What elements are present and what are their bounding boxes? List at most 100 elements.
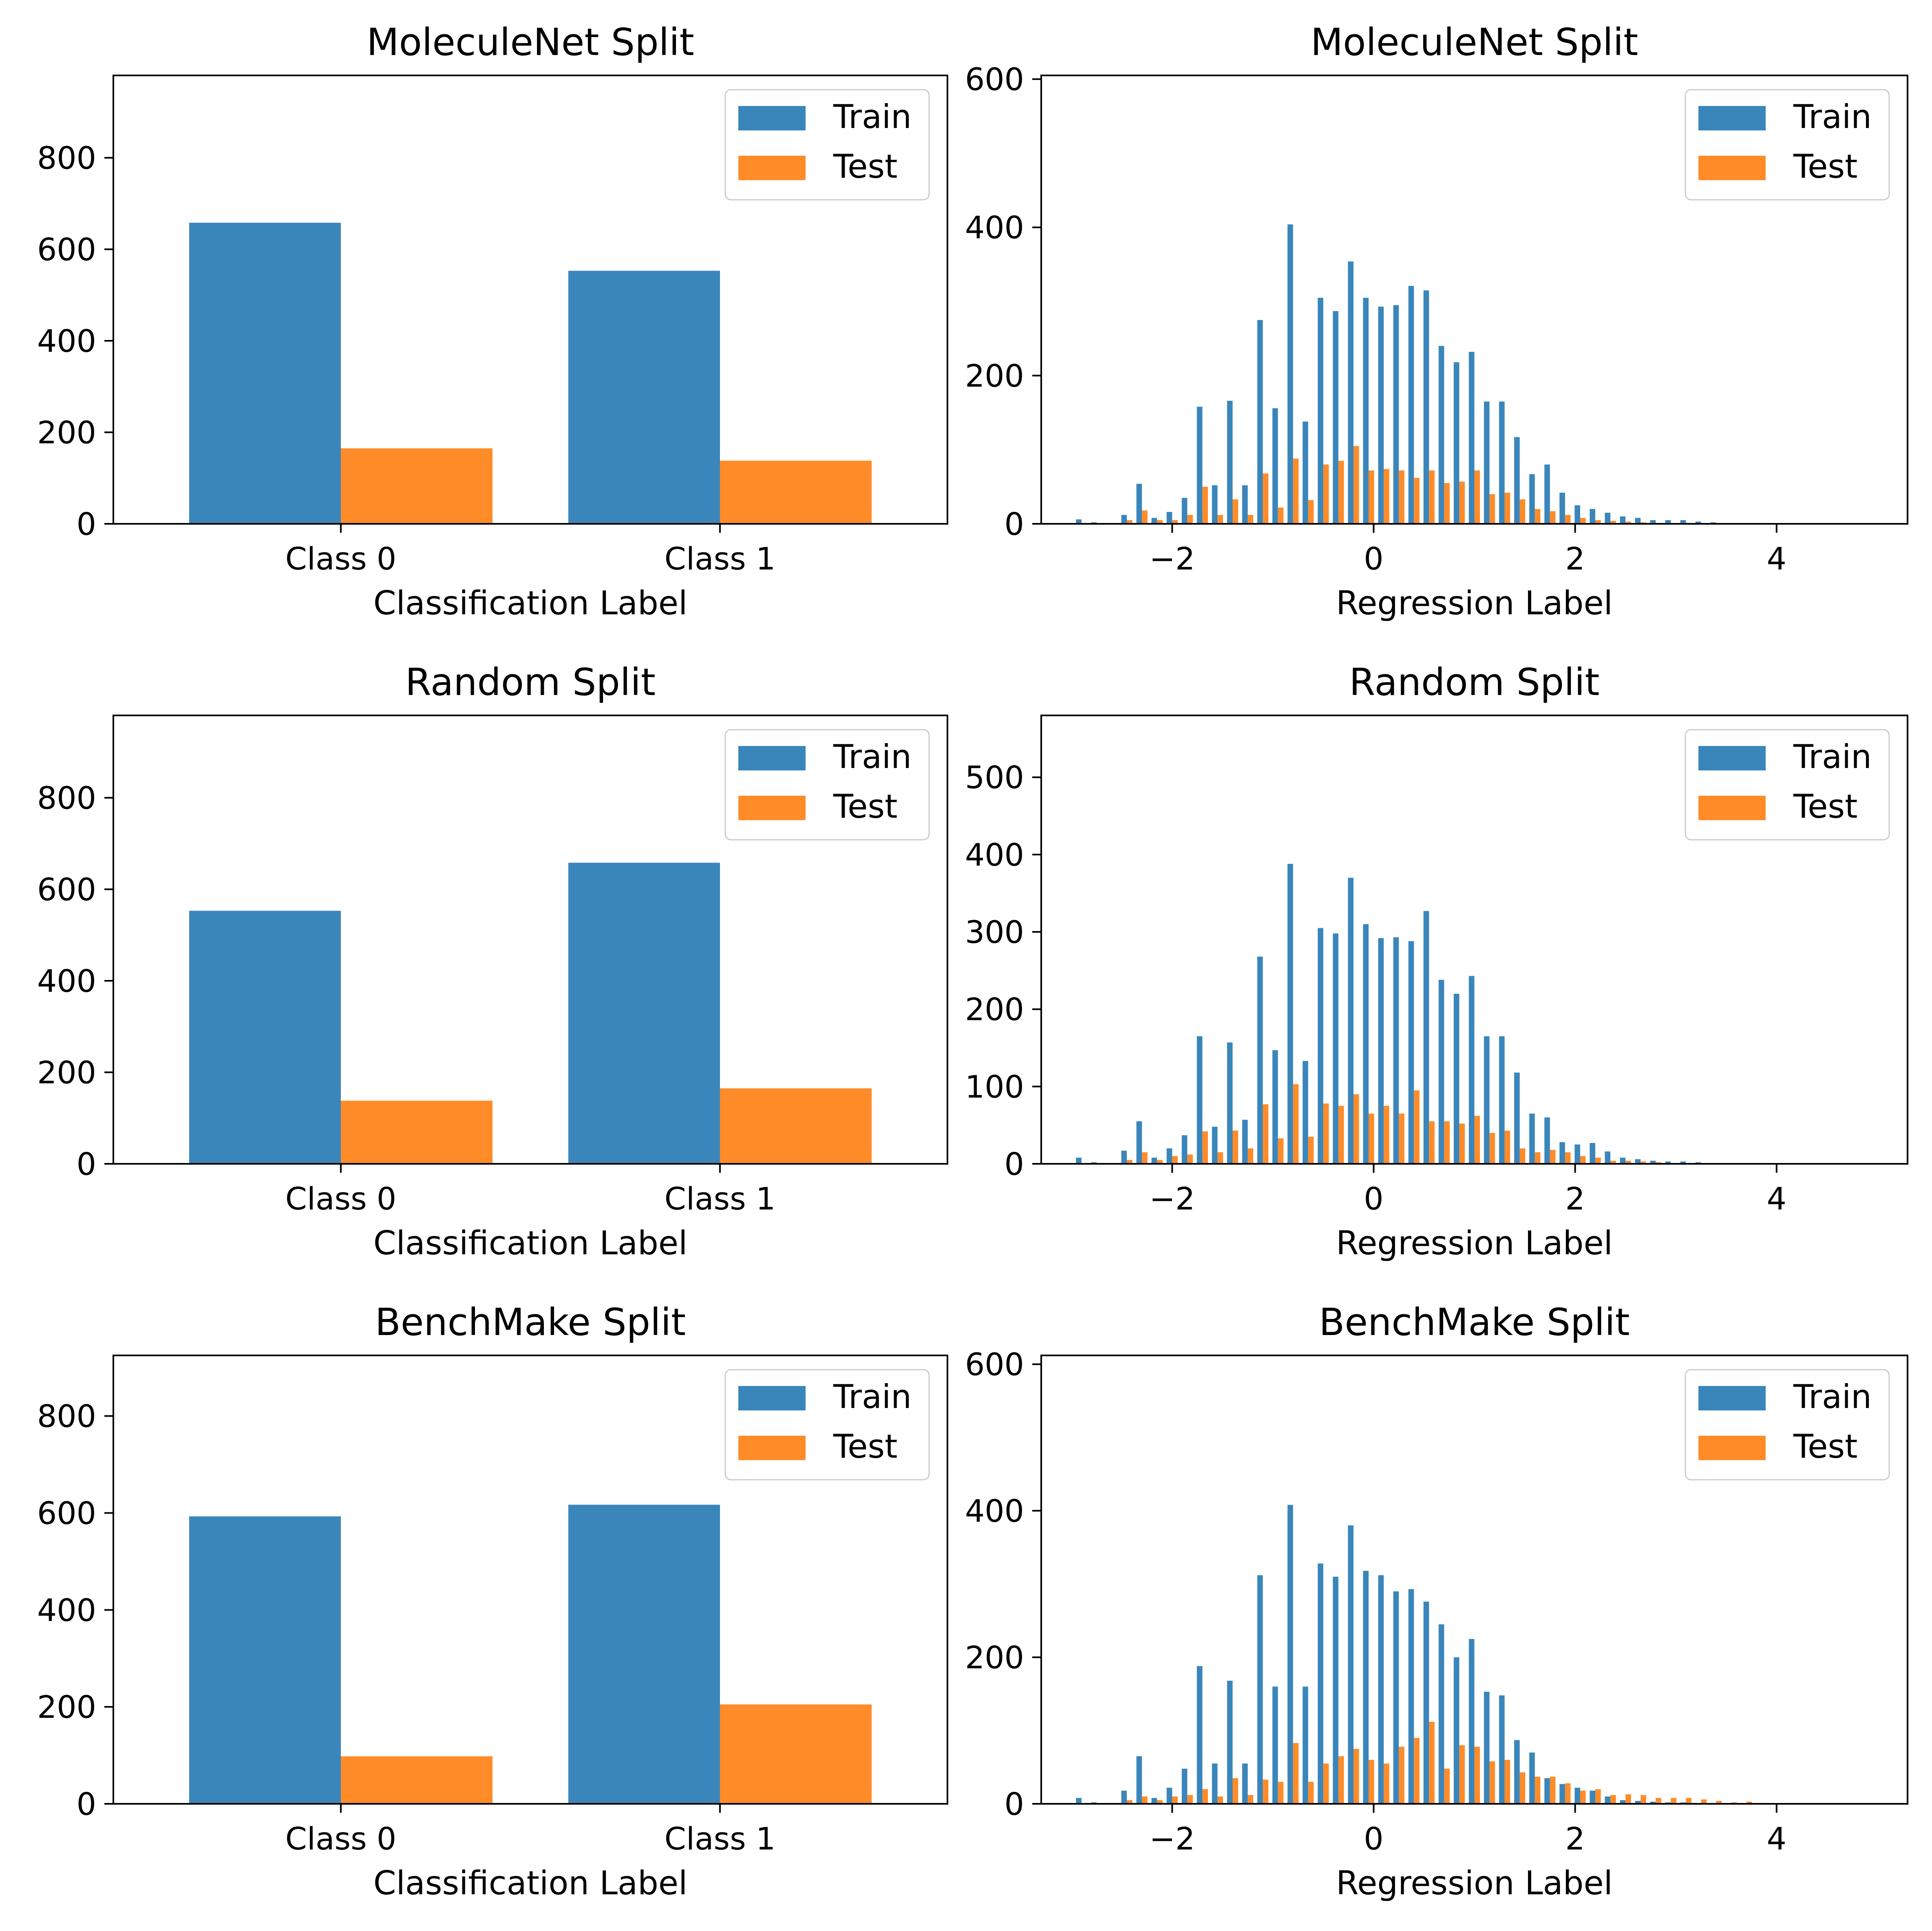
bar-test [1293, 1743, 1299, 1804]
bar-train [1303, 422, 1308, 524]
x-axis-label: Regression Label [1336, 1224, 1613, 1262]
legend-test-swatch [738, 796, 806, 820]
bar-train [1378, 938, 1384, 1164]
bar-test [1535, 1777, 1541, 1804]
x-tick-label: −2 [1149, 1181, 1195, 1217]
axes-frame [1040, 1355, 1908, 1805]
bar-test [1248, 515, 1254, 524]
bar-train-class-1 [568, 1505, 720, 1804]
bar-test [1656, 1798, 1661, 1804]
y-tick-label: 200 [965, 358, 1024, 394]
bar-test [1323, 464, 1329, 524]
bar-test [1172, 520, 1178, 524]
x-tick-label: 4 [1767, 541, 1786, 577]
bar-test [1625, 1161, 1631, 1164]
bar-test [1232, 499, 1239, 524]
bar-test [1519, 1148, 1526, 1164]
bar-test [1550, 1150, 1556, 1164]
y-tick-label: 400 [965, 210, 1024, 246]
bar-train [1529, 474, 1535, 524]
bar-test [1459, 1123, 1465, 1164]
bar-test [1504, 1760, 1510, 1804]
bar-train [1529, 1752, 1535, 1804]
bar-train-class-0 [189, 223, 341, 524]
bar-train [1181, 498, 1188, 524]
y-tick-label: 300 [965, 914, 1024, 950]
legend-test-swatch [1698, 1436, 1766, 1460]
bar-train [1635, 1159, 1641, 1164]
bar-test [1142, 510, 1148, 524]
legend-train-label: Train [833, 738, 912, 776]
bar-train [1408, 1589, 1414, 1804]
bar-test [1474, 1116, 1480, 1164]
axes-frame [113, 715, 948, 1165]
bar-test [1369, 470, 1374, 524]
bar-test [1519, 1772, 1526, 1804]
bar-train [1212, 1126, 1218, 1164]
bar-train [1393, 305, 1399, 524]
bar-train [1227, 401, 1233, 524]
legend-test-label: Test [1793, 788, 1858, 825]
bar-test [1414, 1090, 1420, 1164]
bar-train [1468, 976, 1475, 1164]
bar-train [1620, 1800, 1626, 1804]
legend-test-swatch [1698, 156, 1766, 180]
bar-test [1746, 1801, 1752, 1804]
bar-test [1625, 521, 1631, 524]
bar-train [1423, 1601, 1429, 1804]
bar-train [1605, 512, 1611, 524]
bar-train [1212, 1763, 1218, 1804]
bar-train [1544, 1117, 1550, 1164]
y-tick-label: 600 [37, 232, 96, 268]
bar-train [1378, 1575, 1384, 1804]
bar-test [1459, 1745, 1465, 1804]
bar-test [1504, 1130, 1510, 1164]
bar-train [1438, 1624, 1444, 1804]
bar-train [1665, 520, 1671, 524]
bar-test [1323, 1103, 1329, 1164]
y-tick-label: 200 [37, 1689, 96, 1725]
bar-train [1151, 1798, 1157, 1804]
bar-test [1414, 478, 1420, 524]
bar-test [1429, 470, 1435, 524]
bar-test [1444, 1768, 1450, 1804]
bar-test [1127, 1160, 1133, 1164]
bar-train [1484, 1692, 1490, 1804]
bar-train [1166, 1148, 1172, 1164]
bar-train [1076, 1157, 1082, 1164]
y-tick-label: 500 [965, 759, 1024, 796]
bar-train [1393, 937, 1399, 1164]
bar-test [1610, 1161, 1616, 1164]
bar-train [1303, 1686, 1308, 1804]
bar-test [1429, 1121, 1435, 1164]
bar-train [1408, 941, 1414, 1164]
bar-train [1227, 1042, 1233, 1164]
bar-test [1187, 1795, 1193, 1804]
bar-test [1187, 1154, 1193, 1164]
legend-test-label: Test [833, 148, 898, 185]
bar-train [1333, 933, 1338, 1164]
y-tick-label: 200 [37, 415, 96, 451]
subplot-3: Class 0 Class 1 0 200 400 600 800 Random Split C… [37, 660, 948, 1262]
bar-test [1127, 520, 1133, 524]
bar-train [1559, 1142, 1565, 1164]
legend-train-swatch [738, 1386, 806, 1410]
y-tick-label: 400 [965, 1493, 1024, 1529]
y-tick-label: 0 [1005, 1146, 1024, 1182]
bar-train [1453, 993, 1459, 1164]
x-tick-label: 0 [1364, 541, 1383, 577]
bar-train [1121, 515, 1127, 524]
bar-train [1590, 1143, 1596, 1164]
bar-train [1574, 505, 1580, 524]
bar-test [1580, 518, 1586, 524]
bar-test [1565, 1152, 1571, 1164]
bar-test [1142, 1152, 1148, 1164]
bar-test [1308, 1782, 1314, 1804]
y-tick-label: 600 [37, 1495, 96, 1531]
bar-test [1263, 1779, 1269, 1804]
bar-test [1157, 1160, 1163, 1164]
bar-train [1257, 320, 1263, 524]
bar-test [1338, 461, 1344, 524]
bar-train [1303, 1061, 1308, 1164]
